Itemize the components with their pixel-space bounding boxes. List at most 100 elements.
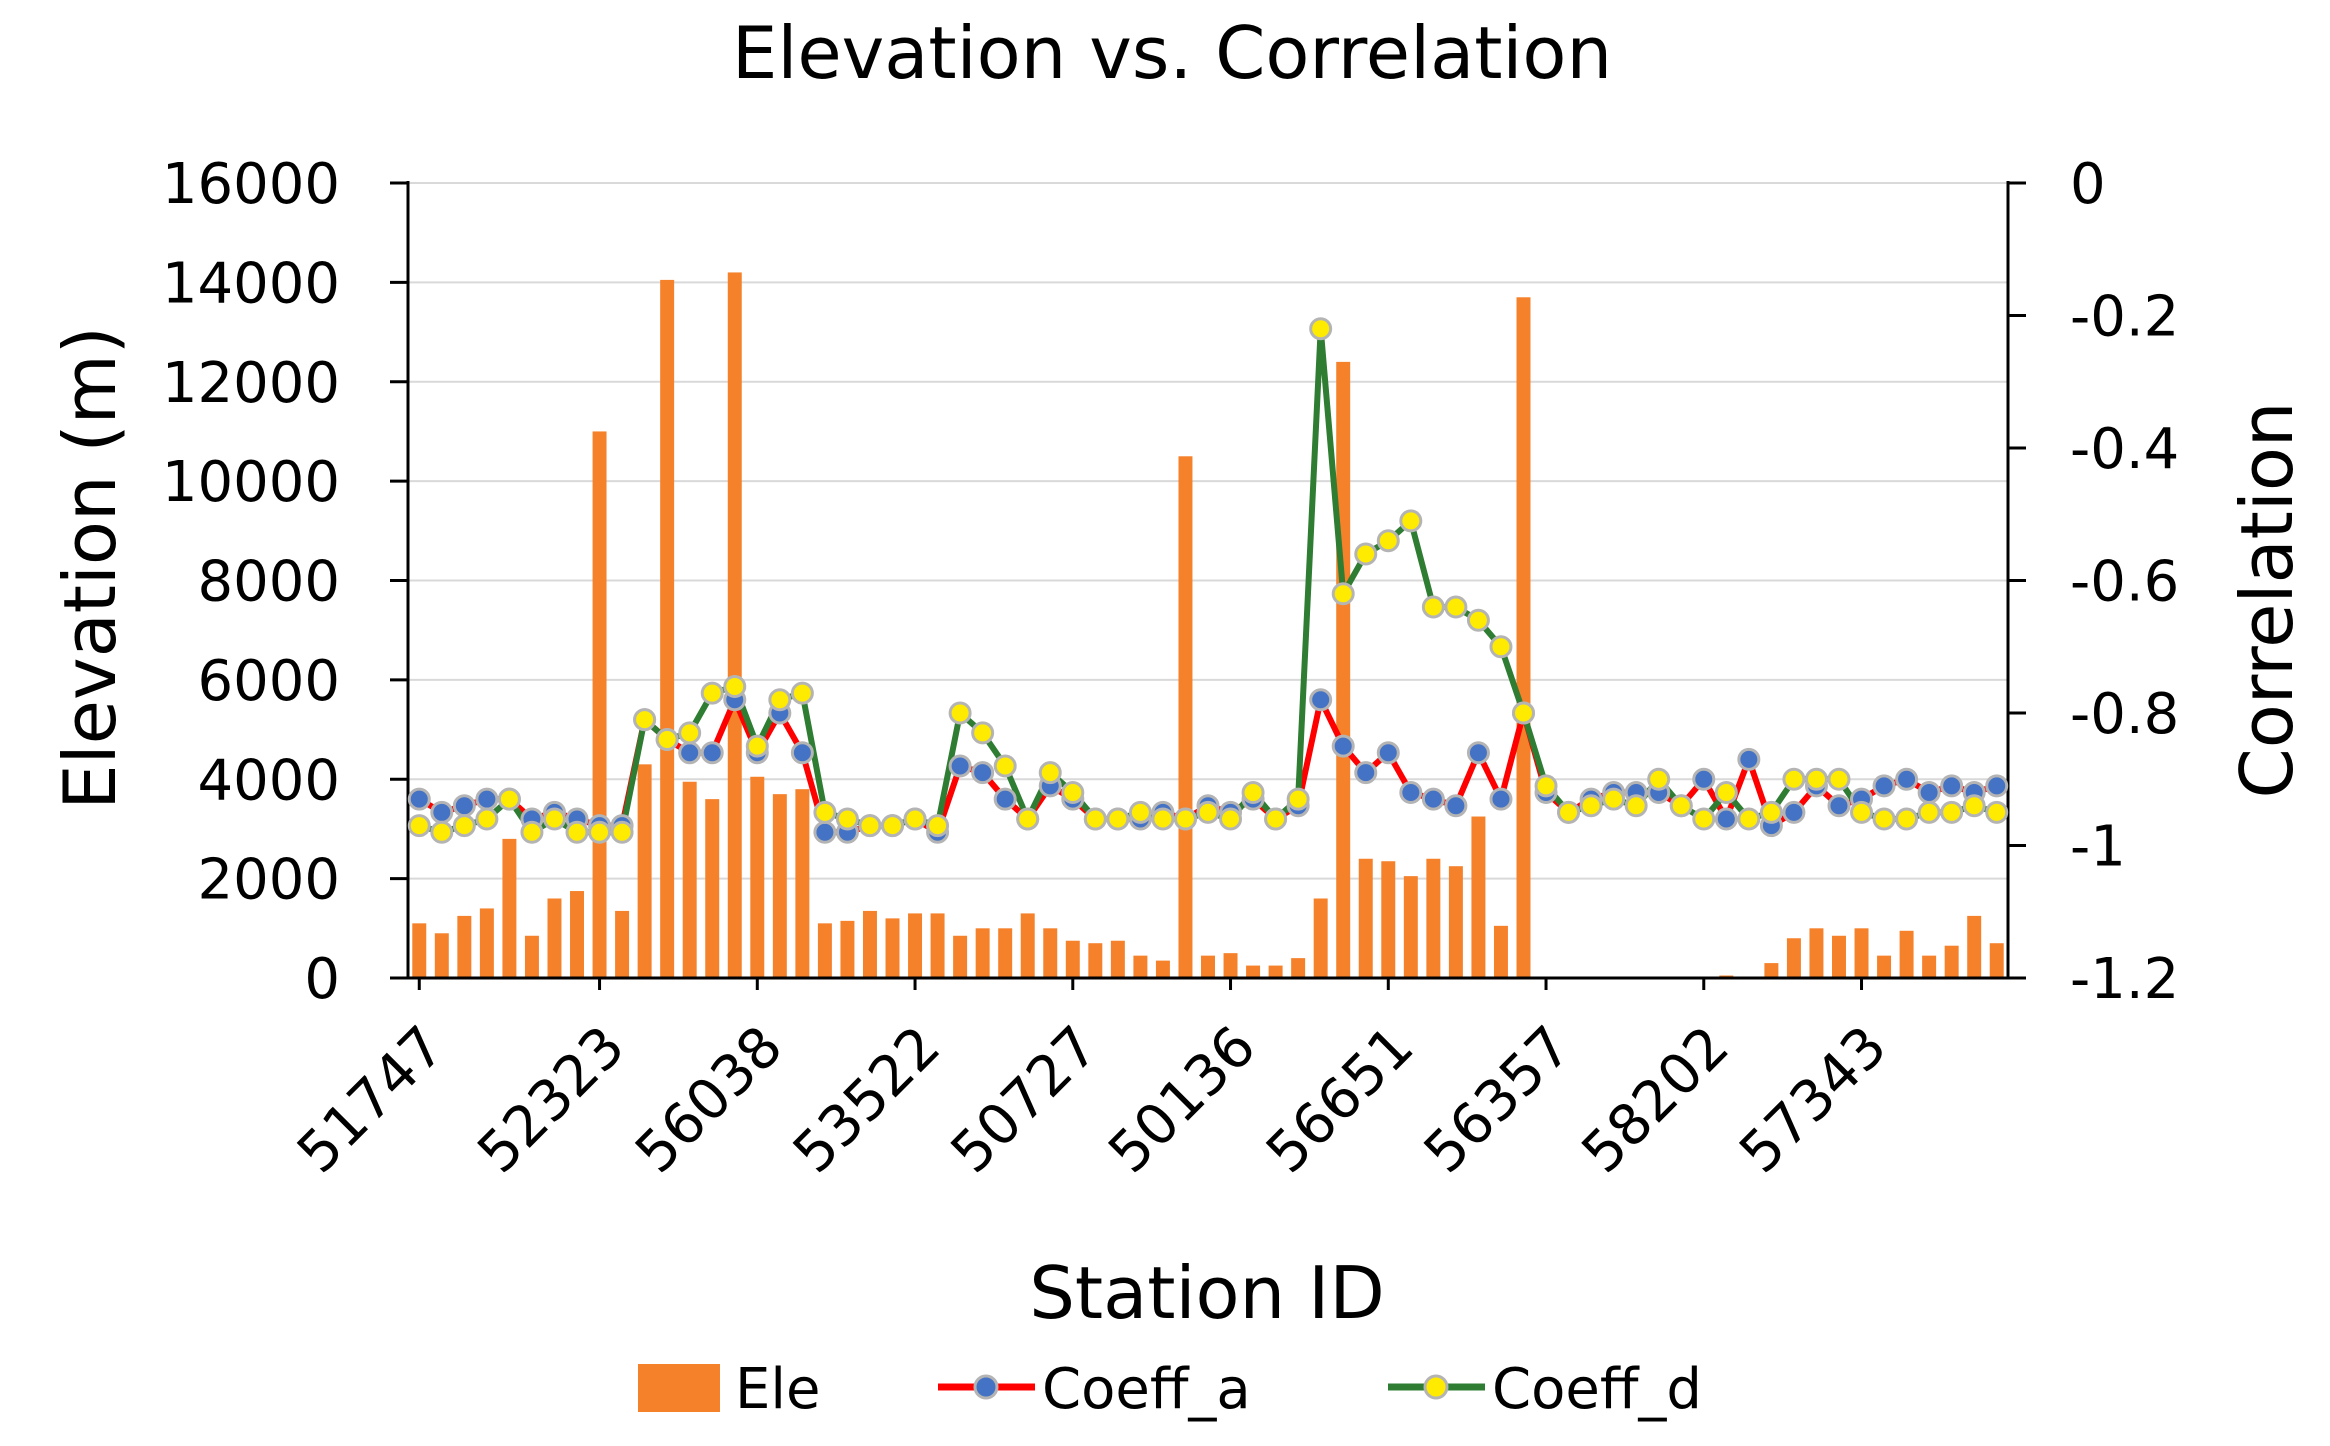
y-right-tick-label: -1 <box>2070 815 2126 880</box>
marker-coeff-d <box>1804 767 1828 791</box>
marker-coeff-d <box>430 820 454 844</box>
legend-marker-coeff-a <box>973 1374 999 1400</box>
marker-coeff-a <box>430 800 454 824</box>
marker-coeff-a <box>1737 747 1761 771</box>
marker-coeff-d <box>407 814 431 838</box>
marker-coeff-d <box>1173 807 1197 831</box>
marker-coeff-d <box>768 688 792 712</box>
y-left-tick-label: 14000 <box>162 251 340 316</box>
bar-ele <box>1944 945 1959 978</box>
marker-coeff-d <box>700 681 724 705</box>
marker-coeff-a <box>993 787 1017 811</box>
marker-coeff-d <box>1669 794 1693 818</box>
bar-ele <box>930 913 945 978</box>
marker-coeff-d <box>1782 767 1806 791</box>
marker-coeff-d <box>1602 787 1626 811</box>
bar-ele <box>1471 816 1486 978</box>
marker-coeff-a <box>1782 800 1806 824</box>
bar-ele <box>975 928 990 978</box>
marker-coeff-d <box>655 728 679 751</box>
marker-coeff-d <box>1850 800 1874 824</box>
marker-coeff-a <box>1872 774 1896 798</box>
bar-ele <box>1133 955 1148 978</box>
marker-coeff-d <box>1827 767 1851 791</box>
marker-coeff-a <box>1985 774 2009 798</box>
bar-ele <box>1088 943 1103 978</box>
label-layer: Elevation vs. Correlation Station ID Ele… <box>48 11 2309 1335</box>
marker-coeff-d <box>1466 608 1490 632</box>
y-left-tick-label: 6000 <box>197 649 340 714</box>
marker-coeff-a <box>1331 734 1355 758</box>
marker-coeff-a <box>452 794 476 818</box>
bar-ele <box>1989 943 2004 978</box>
bar-ele <box>412 923 427 978</box>
marker-coeff-d <box>497 787 521 811</box>
y-left-tick-label: 0 <box>304 947 340 1012</box>
y-axis-left-title: Elevation (m) <box>48 326 132 810</box>
marker-coeff-d <box>678 721 702 745</box>
bar-ele <box>1020 913 1035 978</box>
legend-marker-coeff-d <box>1423 1374 1449 1400</box>
legend-swatch-ele <box>638 1364 720 1412</box>
marker-coeff-d <box>1940 800 1964 824</box>
marker-coeff-d <box>1759 800 1783 824</box>
x-tick-label: 50136 <box>1096 1014 1268 1186</box>
bar-ele <box>772 794 787 978</box>
bar-ele <box>1336 361 1351 978</box>
marker-coeff-d <box>1872 807 1896 831</box>
marker-coeff-a <box>948 754 972 778</box>
bar-ele <box>1110 940 1125 978</box>
marker-coeff-d <box>1557 800 1581 824</box>
marker-coeff-d <box>1985 800 2009 824</box>
marker-coeff-a <box>971 761 995 785</box>
marker-coeff-a <box>813 820 837 844</box>
marker-coeff-d <box>633 708 657 732</box>
marker-coeff-d <box>1917 800 1941 824</box>
bar-ele <box>615 910 630 978</box>
marker-coeff-d <box>475 807 499 831</box>
y-right-tick-label: 0 <box>2070 152 2106 217</box>
y-right-tick-label: -0.4 <box>2070 417 2179 482</box>
bar-ele <box>1403 876 1418 978</box>
marker-coeff-d <box>1511 701 1535 725</box>
y-left-tick-label: 12000 <box>162 351 340 416</box>
marker-coeff-d <box>1737 807 1761 831</box>
marker-coeff-d <box>1962 794 1986 818</box>
y-left-tick-label: 4000 <box>197 748 340 813</box>
bar-ele <box>434 933 449 978</box>
bar-ele <box>1516 297 1531 978</box>
bar-ele <box>1786 938 1801 978</box>
y-right-tick-label: -0.6 <box>2070 550 2179 615</box>
bar-ele <box>524 935 539 978</box>
marker-coeff-a <box>1376 741 1400 765</box>
marker-coeff-a <box>1444 794 1468 818</box>
bar-ele <box>502 838 517 978</box>
marker-coeff-a <box>678 741 702 765</box>
marker-coeff-d <box>1647 767 1671 791</box>
bar-layer <box>412 272 2004 978</box>
x-tick-label: 51747 <box>285 1014 457 1186</box>
marker-coeff-d <box>1895 807 1919 831</box>
marker-coeff-a <box>1489 787 1513 811</box>
bar-ele <box>1493 925 1508 978</box>
bar-ele <box>1448 866 1463 978</box>
bar-ele <box>1223 953 1238 978</box>
legend-label-ele: Ele <box>735 1357 820 1422</box>
marker-coeff-d <box>858 814 882 838</box>
bar-ele <box>1899 930 1914 978</box>
y-left-tick-label: 8000 <box>197 550 340 615</box>
bar-ele <box>682 781 697 978</box>
marker-coeff-a <box>1827 794 1851 818</box>
x-tick-label: 56357 <box>1412 1014 1584 1186</box>
y-axis-right-title: Correlation <box>2225 401 2309 798</box>
bar-ele <box>1043 928 1058 978</box>
bar-ele <box>1922 955 1937 978</box>
y-left-tick-label: 16000 <box>162 152 340 217</box>
marker-coeff-d <box>1061 781 1085 804</box>
marker-coeff-d <box>1692 807 1716 831</box>
bar-ele <box>1832 935 1846 978</box>
bar-ele <box>840 920 855 978</box>
marker-coeff-a <box>1354 761 1378 785</box>
